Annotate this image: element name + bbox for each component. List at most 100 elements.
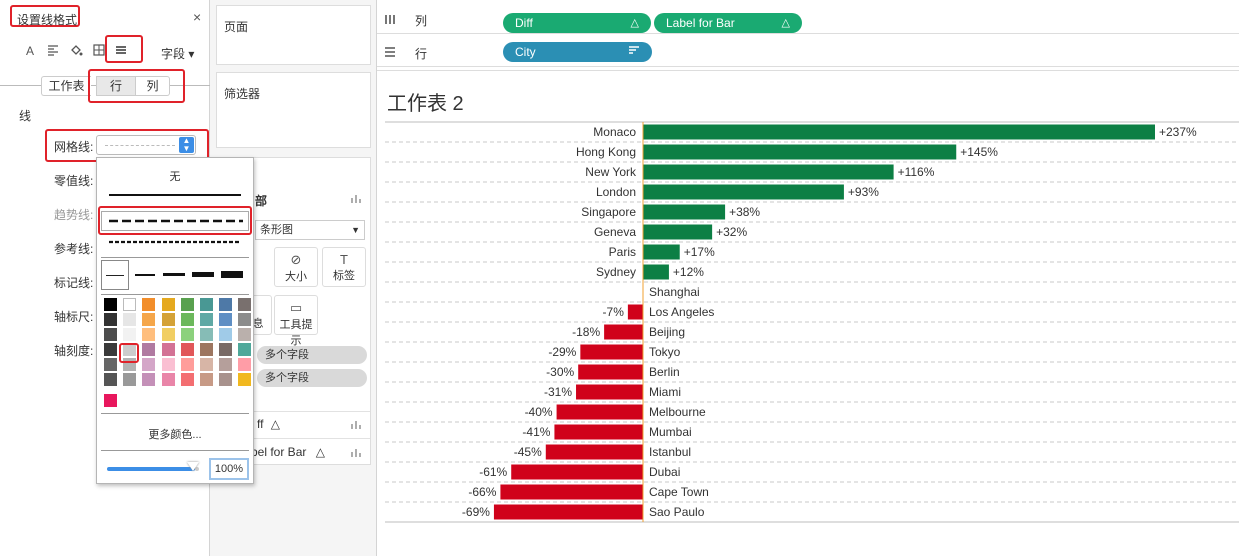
color-swatch[interactable] xyxy=(200,298,213,311)
color-swatch[interactable] xyxy=(142,358,156,371)
line-weight-3[interactable] xyxy=(163,273,185,276)
color-swatch[interactable] xyxy=(200,373,213,386)
color-swatch[interactable] xyxy=(123,343,137,356)
line-weight-4[interactable] xyxy=(192,272,214,277)
pill-label: City xyxy=(515,45,536,59)
line-dotted-option[interactable] xyxy=(109,239,241,245)
color-swatch[interactable] xyxy=(238,313,252,326)
color-swatch[interactable] xyxy=(123,328,137,341)
color-swatch[interactable] xyxy=(238,358,252,371)
multiple-fields-pill-1[interactable]: 多个字段 xyxy=(257,346,367,364)
align-icon[interactable] xyxy=(45,43,61,59)
column-pill-label-for-bar[interactable]: Label for Bar △ xyxy=(654,13,802,33)
color-swatch[interactable] xyxy=(180,358,194,371)
color-swatch[interactable] xyxy=(123,298,137,311)
color-swatch[interactable] xyxy=(104,313,117,326)
close-icon[interactable]: × xyxy=(193,9,202,25)
row-pill-city[interactable]: City xyxy=(503,42,652,62)
columns-shelf[interactable]: 列 Diff △ Label for Bar △ xyxy=(377,5,1239,34)
rows-shelf[interactable]: 行 City xyxy=(377,38,1239,67)
color-swatch[interactable] xyxy=(142,373,156,386)
mark-label-button[interactable]: T 标签 xyxy=(322,247,366,287)
color-swatch[interactable] xyxy=(180,298,194,311)
opacity-slider-track[interactable] xyxy=(107,467,195,471)
delta-icon: △ xyxy=(781,17,790,29)
color-swatch[interactable] xyxy=(104,358,117,371)
color-swatch[interactable] xyxy=(142,313,156,326)
color-swatch[interactable] xyxy=(238,373,252,386)
mark-tooltip-button[interactable]: ▭ 工具提示 xyxy=(274,295,318,347)
columns-icon xyxy=(384,13,396,28)
sort-descending-icon[interactable] xyxy=(629,42,640,62)
bar xyxy=(556,404,643,420)
color-swatch[interactable] xyxy=(180,328,194,341)
multiple-fields-pill-2[interactable]: 多个字段 xyxy=(257,369,367,387)
data-label: +93% xyxy=(848,185,879,199)
bars-icon xyxy=(350,446,364,461)
color-swatch[interactable] xyxy=(142,343,156,356)
line-none-option[interactable]: 无 xyxy=(169,171,181,183)
color-swatch[interactable] xyxy=(123,373,137,386)
bar xyxy=(578,364,643,380)
mark-type-select[interactable]: 条形图 ▼ xyxy=(255,220,365,240)
font-icon[interactable]: A xyxy=(25,44,34,58)
stepper-arrows-icon[interactable]: ▲ ▼ xyxy=(179,137,194,153)
color-swatch[interactable] xyxy=(238,298,252,311)
color-swatch[interactable] xyxy=(238,343,252,356)
color-swatch[interactable] xyxy=(219,328,233,341)
color-swatch[interactable] xyxy=(219,313,233,326)
color-swatch[interactable] xyxy=(200,313,213,326)
field-dropdown[interactable]: 字段 ▾ xyxy=(161,45,194,62)
borders-icon[interactable] xyxy=(91,43,107,59)
category-label: Istanbul xyxy=(649,445,691,459)
line-weight-thin-selected[interactable] xyxy=(101,260,129,290)
color-swatch[interactable] xyxy=(200,343,213,356)
color-swatch[interactable] xyxy=(161,328,175,341)
color-swatch[interactable] xyxy=(219,343,233,356)
tab-sheet[interactable]: 工作表 xyxy=(41,76,91,96)
color-swatch-custom[interactable] xyxy=(104,394,117,407)
field-label-row[interactable]: bel for Bar △ xyxy=(251,445,325,459)
color-swatch[interactable] xyxy=(161,343,175,356)
line-weight-5[interactable] xyxy=(221,271,243,278)
color-swatch[interactable] xyxy=(142,298,156,311)
color-swatch[interactable] xyxy=(180,343,194,356)
column-pill-diff[interactable]: Diff △ xyxy=(503,13,651,33)
color-swatch[interactable] xyxy=(142,328,156,341)
line-dashed-option-selected[interactable] xyxy=(101,211,249,231)
shelves-area: 列 Diff △ Label for Bar △ 行 City xyxy=(377,0,1239,70)
color-swatch[interactable] xyxy=(104,343,117,356)
color-swatch[interactable] xyxy=(219,373,233,386)
color-swatch[interactable] xyxy=(238,328,252,341)
line-weight-2[interactable] xyxy=(135,274,155,276)
tab-columns[interactable]: 列 xyxy=(136,76,170,96)
color-swatch[interactable] xyxy=(180,313,194,326)
grid-lines-select[interactable]: ▲ ▼ xyxy=(96,135,196,155)
filters-card[interactable]: 筛选器 xyxy=(216,72,371,148)
color-swatch[interactable] xyxy=(104,298,117,311)
opacity-slider-thumb[interactable] xyxy=(187,462,199,471)
color-swatch[interactable] xyxy=(104,373,117,386)
tab-rows[interactable]: 行 xyxy=(96,76,136,96)
color-swatch[interactable] xyxy=(161,373,175,386)
field-diff-row[interactable]: ff △ xyxy=(257,417,280,431)
color-swatch[interactable] xyxy=(219,298,233,311)
color-swatch[interactable] xyxy=(200,358,213,371)
data-label: +116% xyxy=(898,165,935,179)
color-swatch[interactable] xyxy=(180,373,194,386)
color-swatch[interactable] xyxy=(104,328,117,341)
color-swatch[interactable] xyxy=(219,358,233,371)
lines-icon[interactable] xyxy=(113,43,129,59)
color-swatch[interactable] xyxy=(123,358,137,371)
more-colors-button[interactable]: 更多颜色... xyxy=(148,429,202,441)
color-swatch[interactable] xyxy=(200,328,213,341)
opacity-input[interactable]: 100% xyxy=(209,458,249,480)
color-swatch[interactable] xyxy=(123,313,137,326)
color-swatch[interactable] xyxy=(161,298,175,311)
color-swatch[interactable] xyxy=(161,313,175,326)
color-swatch[interactable] xyxy=(161,358,175,371)
mark-size-button[interactable]: ⊘ 大小 xyxy=(274,247,318,287)
pages-card[interactable]: 页面 xyxy=(216,5,371,65)
fill-icon[interactable] xyxy=(68,43,84,59)
line-solid-option[interactable] xyxy=(109,192,241,198)
